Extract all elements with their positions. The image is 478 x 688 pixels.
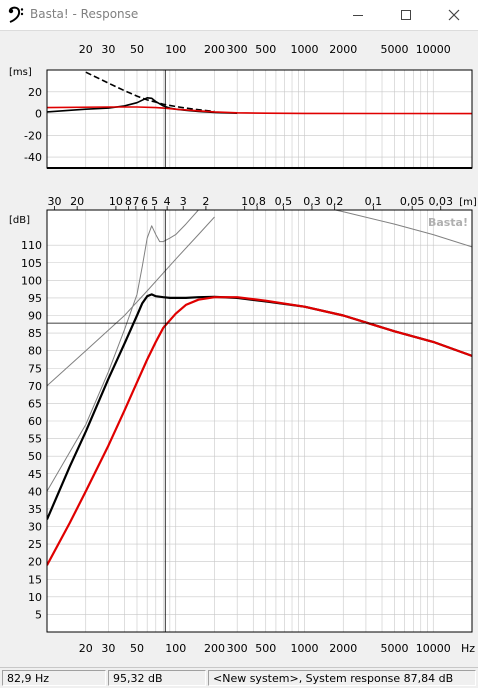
y-tick-label: 70 [28, 380, 42, 393]
x-tick-label: 10000 [416, 43, 451, 56]
x-unit-label: Hz [461, 642, 475, 655]
x-tick-label: 10000 [416, 642, 451, 655]
x-tick-label: 200 [204, 43, 225, 56]
y-tick-label: 60 [28, 415, 42, 428]
x-tick-label: 5000 [380, 642, 408, 655]
y-tick-label: 40 [28, 485, 42, 498]
bass-clef-icon [8, 6, 24, 23]
top-axis-tick-label: 0,8 [248, 195, 266, 208]
status-system: <New system>, System response 87,84 dB [208, 670, 476, 686]
top-axis-tick-label: 3 [180, 195, 187, 208]
y-tick-label: 5 [35, 608, 42, 621]
x-tick-label: 500 [255, 642, 276, 655]
x-tick-label: 2000 [329, 43, 357, 56]
spl-response-chart[interactable]: 5101520253035404550556065707580859095100… [9, 192, 477, 655]
plot-area [47, 70, 472, 168]
y-tick-label: 20 [28, 86, 42, 99]
x-tick-label: 500 [255, 43, 276, 56]
x-tick-label: 200 [204, 642, 225, 655]
y-tick-label: 105 [21, 257, 42, 270]
y-axis-label: [dB] [9, 215, 30, 226]
top-axis-tick-label: 0,3 [303, 195, 321, 208]
minimize-button[interactable] [338, 0, 378, 30]
y-tick-label: 110 [21, 239, 42, 252]
top-axis-tick-label: 4 [164, 195, 171, 208]
top-axis-tick-label: 0,03 [428, 195, 453, 208]
series-group [47, 71, 472, 115]
x-tick-label: 50 [130, 43, 144, 56]
y-tick-label: 15 [28, 573, 42, 586]
status-bar: 82,9 Hz 95,32 dB <New system>, System re… [0, 667, 478, 688]
x-tick-label: 30 [101, 642, 115, 655]
x-tick-label: 5000 [380, 43, 408, 56]
status-frequency: 82,9 Hz [2, 670, 106, 686]
x-tick-label: 2000 [329, 642, 357, 655]
y-tick-label: -20 [24, 129, 42, 142]
status-level: 95,32 dB [108, 670, 206, 686]
x-tick-label: 20 [79, 43, 93, 56]
maximize-icon [401, 10, 411, 20]
series-group [47, 210, 472, 566]
top-axis-tick-label: 20 [70, 195, 84, 208]
minimize-icon [353, 15, 363, 16]
y-tick-label: 50 [28, 450, 42, 463]
series-line-3 [47, 210, 200, 492]
x-tick-label: 100 [165, 43, 186, 56]
watermark-label: Basta! [428, 216, 468, 229]
top-axis-tick-label: 0,05 [400, 195, 425, 208]
group-delay-chart[interactable]: 200-20-40[ms]20 30 50 100 200 300 500 1000 2000 5… [9, 43, 473, 169]
x-tick-label: 300 [227, 43, 248, 56]
maximize-button[interactable] [386, 0, 426, 30]
y-tick-label: 80 [28, 345, 42, 358]
series-line-3 [47, 106, 472, 115]
top-axis-tick-label: 0,1 [365, 195, 383, 208]
top-axis-tick-label: 8 [125, 195, 132, 208]
y-tick-label: 0 [35, 108, 42, 121]
x-tick-label: 30 [101, 43, 115, 56]
series-line-2 [47, 296, 472, 566]
series-line-5 [333, 210, 472, 248]
response-charts[interactable]: 200-20-40[ms]20 30 50 100 200 300 500 1000 2000 5… [0, 0, 478, 667]
x-tick-label: 1000 [290, 43, 318, 56]
y-tick-label: 55 [28, 433, 42, 446]
title-bar[interactable]: Basta! - Response [0, 0, 478, 31]
top-axis-tick-label: 30 [47, 195, 61, 208]
x-tick-label: 20 [79, 642, 93, 655]
top-axis-tick-label: 2 [202, 195, 209, 208]
series-line-4 [47, 216, 215, 387]
top-axis-tick-label: 0,5 [275, 195, 293, 208]
top-axis-tick-label: 5 [151, 195, 158, 208]
top-axis-tick-label: 10 [109, 195, 123, 208]
y-tick-label: 65 [28, 397, 42, 410]
y-tick-label: 85 [28, 327, 42, 340]
y-tick-label: 10 [28, 591, 42, 604]
y-tick-label: 20 [28, 556, 42, 569]
close-button[interactable] [434, 0, 474, 30]
y-tick-label: 75 [28, 362, 42, 375]
top-axis-unit: [m] [459, 197, 477, 208]
x-tick-label: 1000 [290, 642, 318, 655]
y-axis-label: [ms] [9, 67, 32, 78]
window-title: Basta! - Response [30, 7, 139, 21]
x-tick-label: 100 [165, 642, 186, 655]
y-tick-label: 35 [28, 503, 42, 516]
x-tick-label: 50 [130, 642, 144, 655]
y-tick-label: 90 [28, 310, 42, 323]
top-axis-tick-label: 6 [141, 195, 148, 208]
top-axis-tick-label: 0,2 [326, 195, 344, 208]
x-tick-label: 300 [227, 642, 248, 655]
y-tick-label: 100 [21, 274, 42, 287]
close-icon [448, 9, 460, 21]
y-tick-label: 45 [28, 468, 42, 481]
y-tick-label: 95 [28, 292, 42, 305]
y-tick-label: -40 [24, 151, 42, 164]
y-tick-label: 25 [28, 538, 42, 551]
top-axis-tick-label: 1 [241, 195, 248, 208]
plot-frame [46, 209, 473, 633]
y-tick-label: 30 [28, 521, 42, 534]
series-line-2 [85, 71, 215, 113]
top-axis-tick-label: 7 [132, 195, 139, 208]
